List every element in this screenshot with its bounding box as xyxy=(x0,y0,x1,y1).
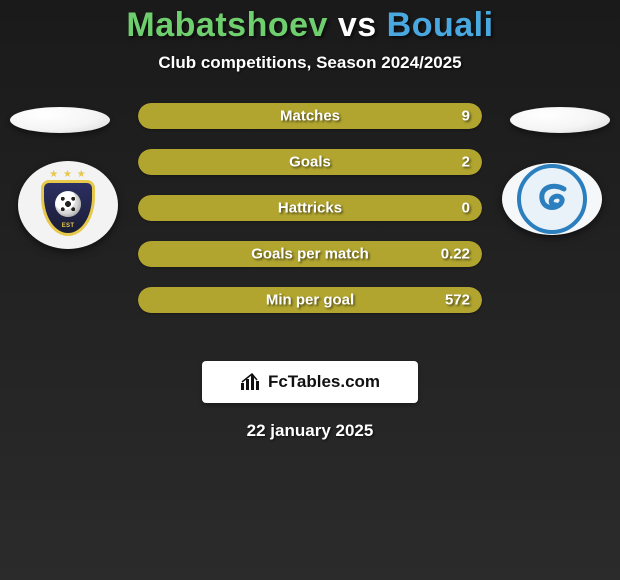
brand-badge[interactable]: FcTables.com xyxy=(202,361,418,403)
subtitle: Club competitions, Season 2024/2025 xyxy=(0,53,620,73)
stat-value: 572 xyxy=(445,292,470,309)
date-text: 22 january 2025 xyxy=(0,421,620,441)
stat-bar: Min per goal 572 xyxy=(138,287,482,313)
stat-label: Goals xyxy=(138,154,482,171)
comparison-area: ★ ★ ★ EST Matches 9 xyxy=(0,103,620,353)
club-left-emblem: ★ ★ ★ EST xyxy=(36,169,100,241)
stat-bar: Hattricks 0 xyxy=(138,195,482,221)
stat-label: Min per goal xyxy=(138,292,482,309)
bar-chart-icon xyxy=(240,373,262,391)
stat-value: 0 xyxy=(462,200,470,217)
title-player2: Bouali xyxy=(387,6,494,44)
stat-value: 2 xyxy=(462,154,470,171)
stat-label: Hattricks xyxy=(138,200,482,217)
title-vs: vs xyxy=(338,6,377,44)
swirl-s-icon xyxy=(532,179,572,219)
club-crest-right xyxy=(502,163,602,235)
club-right-emblem xyxy=(517,164,587,234)
page-title: Mabatshoev vs Bouali xyxy=(0,6,620,45)
stat-bar: Matches 9 xyxy=(138,103,482,129)
stat-bar: Goals per match 0.22 xyxy=(138,241,482,267)
infographic: Mabatshoev vs Bouali Club competitions, … xyxy=(0,0,620,580)
football-icon xyxy=(55,191,81,217)
stat-bar: Goals 2 xyxy=(138,149,482,175)
title-player1: Mabatshoev xyxy=(126,6,328,44)
shield-icon: EST xyxy=(41,180,95,236)
crest-banner: EST xyxy=(62,223,75,229)
player1-photo-placeholder xyxy=(10,107,110,133)
player2-photo-placeholder xyxy=(510,107,610,133)
stat-label: Goals per match xyxy=(138,246,482,263)
stat-value: 0.22 xyxy=(441,246,470,263)
stat-label: Matches xyxy=(138,108,482,125)
stars-icon: ★ ★ ★ xyxy=(36,169,100,180)
stat-value: 9 xyxy=(462,108,470,125)
stats-bars: Matches 9 Goals 2 Hattricks 0 Goals per … xyxy=(138,103,482,333)
brand-text: FcTables.com xyxy=(268,372,380,392)
club-crest-left: ★ ★ ★ EST xyxy=(18,161,118,249)
